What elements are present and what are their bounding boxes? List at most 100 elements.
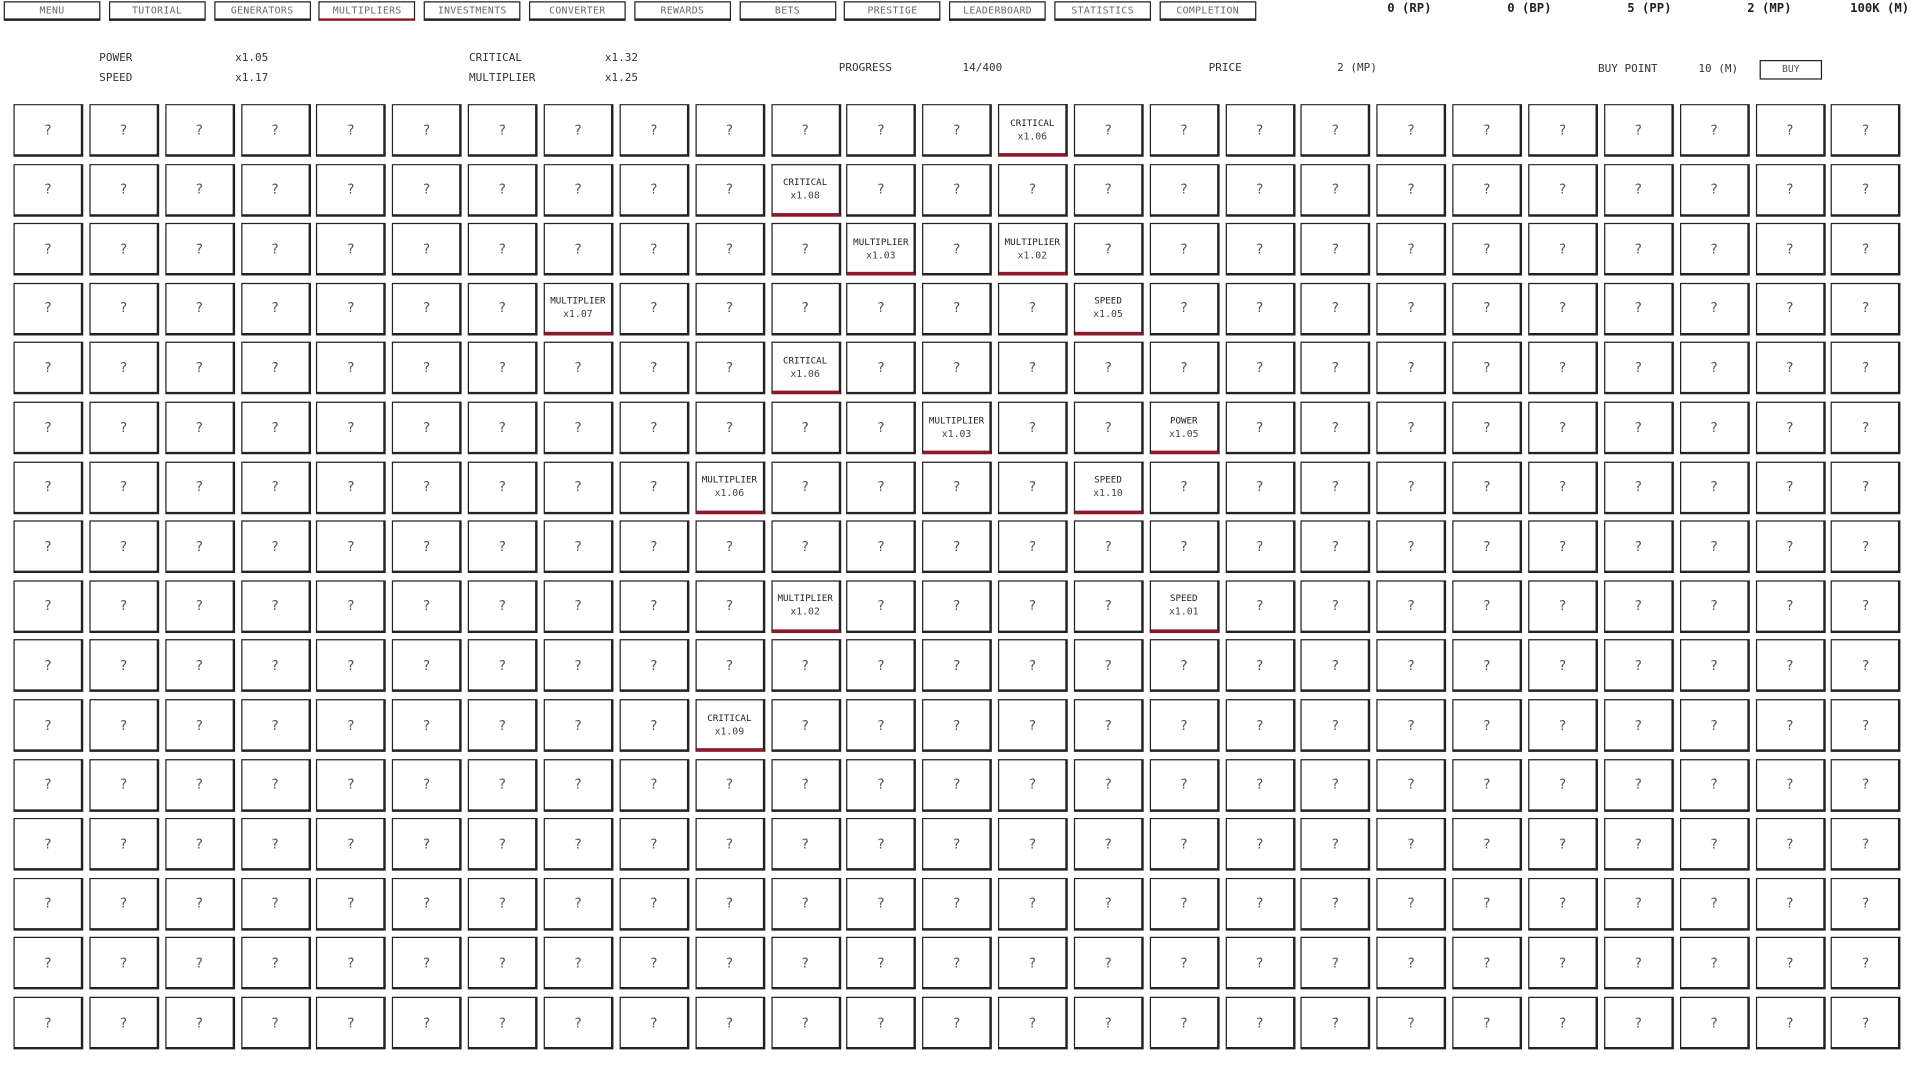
tab-completion[interactable]: COMPLETION bbox=[1159, 1, 1257, 21]
hidden-cell[interactable]: ? bbox=[89, 818, 159, 871]
hidden-cell[interactable]: ? bbox=[998, 282, 1068, 336]
hidden-cell[interactable]: ? bbox=[1376, 282, 1447, 336]
hidden-cell[interactable]: ? bbox=[922, 282, 993, 336]
hidden-cell[interactable]: ? bbox=[922, 163, 993, 217]
hidden-cell[interactable]: ? bbox=[1831, 639, 1901, 693]
hidden-cell[interactable]: ? bbox=[1831, 580, 1901, 633]
hidden-cell[interactable]: ? bbox=[316, 520, 387, 574]
hidden-cell[interactable]: ? bbox=[89, 282, 159, 336]
hidden-cell[interactable]: ? bbox=[1679, 877, 1750, 931]
hidden-cell[interactable]: ? bbox=[1376, 163, 1447, 217]
hidden-cell[interactable]: ? bbox=[1225, 937, 1296, 990]
hidden-cell[interactable]: ? bbox=[1073, 580, 1144, 633]
hidden-cell[interactable]: ? bbox=[1831, 282, 1901, 336]
hidden-cell[interactable]: ? bbox=[1755, 461, 1826, 514]
revealed-cell[interactable]: MULTIPLIER x1.06 bbox=[695, 461, 765, 514]
hidden-cell[interactable]: ? bbox=[1603, 461, 1674, 514]
hidden-cell[interactable]: ? bbox=[543, 818, 614, 871]
hidden-cell[interactable]: ? bbox=[1300, 104, 1371, 157]
hidden-cell[interactable]: ? bbox=[770, 520, 841, 574]
hidden-cell[interactable]: ? bbox=[89, 520, 159, 574]
hidden-cell[interactable]: ? bbox=[1073, 818, 1144, 871]
hidden-cell[interactable]: ? bbox=[998, 163, 1068, 217]
hidden-cell[interactable]: ? bbox=[392, 877, 462, 931]
revealed-cell[interactable]: CRITICAL x1.08 bbox=[770, 163, 841, 217]
hidden-cell[interactable]: ? bbox=[770, 937, 841, 990]
hidden-cell[interactable]: ? bbox=[1679, 699, 1750, 752]
hidden-cell[interactable]: ? bbox=[392, 937, 462, 990]
hidden-cell[interactable]: ? bbox=[1603, 996, 1674, 1050]
hidden-cell[interactable]: ? bbox=[164, 282, 235, 336]
hidden-cell[interactable]: ? bbox=[1679, 937, 1750, 990]
hidden-cell[interactable]: ? bbox=[164, 104, 235, 157]
hidden-cell[interactable]: ? bbox=[1528, 937, 1598, 990]
hidden-cell[interactable]: ? bbox=[770, 877, 841, 931]
hidden-cell[interactable]: ? bbox=[1603, 223, 1674, 276]
hidden-cell[interactable]: ? bbox=[316, 104, 387, 157]
hidden-cell[interactable]: ? bbox=[1831, 401, 1901, 455]
hidden-cell[interactable]: ? bbox=[770, 282, 841, 336]
hidden-cell[interactable]: ? bbox=[846, 639, 917, 693]
hidden-cell[interactable]: ? bbox=[543, 223, 614, 276]
hidden-cell[interactable]: ? bbox=[316, 937, 387, 990]
hidden-cell[interactable]: ? bbox=[467, 223, 538, 276]
hidden-cell[interactable]: ? bbox=[1073, 639, 1144, 693]
hidden-cell[interactable]: ? bbox=[240, 877, 311, 931]
hidden-cell[interactable]: ? bbox=[922, 104, 993, 157]
hidden-cell[interactable]: ? bbox=[1376, 937, 1447, 990]
hidden-cell[interactable]: ? bbox=[998, 937, 1068, 990]
hidden-cell[interactable]: ? bbox=[467, 758, 538, 812]
hidden-cell[interactable]: ? bbox=[998, 580, 1068, 633]
hidden-cell[interactable]: ? bbox=[1679, 580, 1750, 633]
hidden-cell[interactable]: ? bbox=[467, 996, 538, 1050]
hidden-cell[interactable]: ? bbox=[846, 877, 917, 931]
tab-prestige[interactable]: PRESTIGE bbox=[844, 1, 941, 21]
hidden-cell[interactable]: ? bbox=[846, 818, 917, 871]
hidden-cell[interactable]: ? bbox=[1755, 223, 1826, 276]
hidden-cell[interactable]: ? bbox=[1831, 104, 1901, 157]
hidden-cell[interactable]: ? bbox=[770, 758, 841, 812]
hidden-cell[interactable]: ? bbox=[89, 461, 159, 514]
hidden-cell[interactable]: ? bbox=[1073, 758, 1144, 812]
hidden-cell[interactable]: ? bbox=[1679, 461, 1750, 514]
hidden-cell[interactable]: ? bbox=[316, 342, 387, 395]
hidden-cell[interactable]: ? bbox=[1679, 104, 1750, 157]
hidden-cell[interactable]: ? bbox=[1300, 818, 1371, 871]
hidden-cell[interactable]: ? bbox=[998, 699, 1068, 752]
hidden-cell[interactable]: ? bbox=[1679, 342, 1750, 395]
hidden-cell[interactable]: ? bbox=[1528, 877, 1598, 931]
hidden-cell[interactable]: ? bbox=[164, 699, 235, 752]
hidden-cell[interactable]: ? bbox=[467, 580, 538, 633]
hidden-cell[interactable]: ? bbox=[770, 223, 841, 276]
hidden-cell[interactable]: ? bbox=[543, 937, 614, 990]
hidden-cell[interactable]: ? bbox=[770, 104, 841, 157]
hidden-cell[interactable]: ? bbox=[13, 223, 84, 276]
hidden-cell[interactable]: ? bbox=[1225, 996, 1296, 1050]
revealed-cell[interactable]: SPEED x1.10 bbox=[1073, 461, 1144, 514]
hidden-cell[interactable]: ? bbox=[392, 461, 462, 514]
hidden-cell[interactable]: ? bbox=[1528, 163, 1598, 217]
hidden-cell[interactable]: ? bbox=[1225, 282, 1296, 336]
hidden-cell[interactable]: ? bbox=[1831, 758, 1901, 812]
hidden-cell[interactable]: ? bbox=[1149, 996, 1220, 1050]
hidden-cell[interactable]: ? bbox=[13, 461, 84, 514]
hidden-cell[interactable]: ? bbox=[1679, 639, 1750, 693]
hidden-cell[interactable]: ? bbox=[1603, 104, 1674, 157]
hidden-cell[interactable]: ? bbox=[467, 461, 538, 514]
hidden-cell[interactable]: ? bbox=[1225, 342, 1296, 395]
hidden-cell[interactable]: ? bbox=[1603, 937, 1674, 990]
tab-bets[interactable]: BETS bbox=[739, 1, 836, 21]
hidden-cell[interactable]: ? bbox=[1452, 937, 1523, 990]
hidden-cell[interactable]: ? bbox=[13, 877, 84, 931]
hidden-cell[interactable]: ? bbox=[846, 163, 917, 217]
hidden-cell[interactable]: ? bbox=[1225, 401, 1296, 455]
hidden-cell[interactable]: ? bbox=[392, 699, 462, 752]
hidden-cell[interactable]: ? bbox=[240, 639, 311, 693]
hidden-cell[interactable]: ? bbox=[770, 699, 841, 752]
hidden-cell[interactable]: ? bbox=[1225, 818, 1296, 871]
hidden-cell[interactable]: ? bbox=[1149, 818, 1220, 871]
hidden-cell[interactable]: ? bbox=[316, 401, 387, 455]
hidden-cell[interactable]: ? bbox=[1225, 580, 1296, 633]
hidden-cell[interactable]: ? bbox=[392, 758, 462, 812]
hidden-cell[interactable]: ? bbox=[1528, 282, 1598, 336]
